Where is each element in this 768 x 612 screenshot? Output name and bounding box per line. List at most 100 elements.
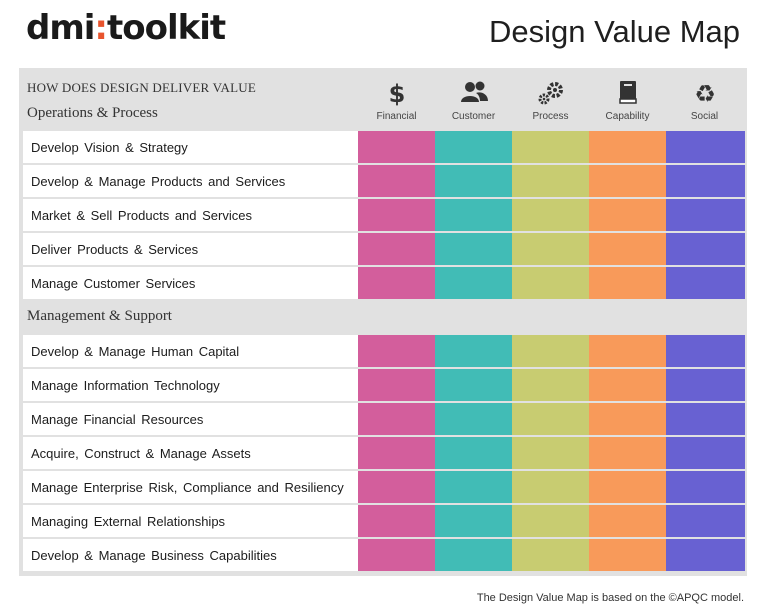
value-cell-social xyxy=(666,233,745,265)
column-label: Capability xyxy=(605,111,650,122)
row-label: Acquire, Construct & Manage Assets xyxy=(23,437,358,469)
table-row: Market & Sell Products and Services xyxy=(23,199,745,231)
column-label: Customer xyxy=(451,111,496,122)
book-icon xyxy=(589,80,666,106)
value-cell-social xyxy=(666,403,745,435)
column-label: Social xyxy=(690,111,719,122)
value-cell-financial xyxy=(358,165,435,197)
table-row: Develop & Manage Business Capabilities xyxy=(23,539,745,571)
value-cell-capability xyxy=(589,505,666,537)
value-cell-capability xyxy=(589,403,666,435)
row-label: Develop & Manage Business Capabilities xyxy=(23,539,358,571)
value-cell-financial xyxy=(358,369,435,401)
value-cell-financial xyxy=(358,233,435,265)
table-row: Develop Vision & Strategy xyxy=(23,131,745,163)
logo-colon: : xyxy=(94,8,108,48)
row-label: Market & Sell Products and Services xyxy=(23,199,358,231)
value-cell-social xyxy=(666,369,745,401)
value-cell-capability xyxy=(589,233,666,265)
value-cell-financial xyxy=(358,199,435,231)
page-title: Design Value Map xyxy=(488,14,740,49)
column-header-financial: $ Financial xyxy=(358,68,435,130)
row-label: Managing External Relationships xyxy=(23,505,358,537)
value-cell-financial xyxy=(358,335,435,367)
logo-right: toolkit xyxy=(107,8,226,48)
value-cell-process xyxy=(512,199,589,231)
value-cell-customer xyxy=(435,505,512,537)
dmi-toolkit-logo: dmi:toolkit xyxy=(26,8,226,48)
people-icon xyxy=(435,80,512,106)
value-cell-capability xyxy=(589,335,666,367)
value-cell-capability xyxy=(589,471,666,503)
section-title-management: Management & Support xyxy=(27,308,172,324)
row-label: Deliver Products & Services xyxy=(23,233,358,265)
column-header-capability: Capability xyxy=(589,68,666,130)
logo-left: dmi xyxy=(26,8,95,48)
value-cell-customer xyxy=(435,165,512,197)
dollar-icon: $ xyxy=(358,80,435,106)
column-label: Financial xyxy=(376,111,417,122)
section-title-operations: Operations & Process xyxy=(27,105,158,121)
value-cell-process xyxy=(512,131,589,163)
value-cell-social xyxy=(666,335,745,367)
value-cell-capability xyxy=(589,165,666,197)
row-label: Manage Enterprise Risk, Compliance and R… xyxy=(23,471,358,503)
table-row: Manage Customer Services xyxy=(23,267,745,299)
header-question: HOW DOES DESIGN DELIVER VALUE xyxy=(27,80,256,95)
value-cell-financial xyxy=(358,505,435,537)
table-row: Acquire, Construct & Manage Assets xyxy=(23,437,745,469)
table-row: Manage Information Technology xyxy=(23,369,745,401)
svg-text:$: $ xyxy=(388,80,405,106)
row-label: Manage Information Technology xyxy=(23,369,358,401)
value-cell-capability xyxy=(589,539,666,571)
value-cell-process xyxy=(512,539,589,571)
value-cell-social xyxy=(666,471,745,503)
value-cell-social xyxy=(666,539,745,571)
footer-note: The Design Value Map is based on the ©AP… xyxy=(476,592,744,604)
value-cell-capability xyxy=(589,131,666,163)
value-cell-capability xyxy=(589,437,666,469)
value-cell-social xyxy=(666,165,745,197)
value-cell-customer xyxy=(435,335,512,367)
value-cell-customer xyxy=(435,403,512,435)
value-cell-customer xyxy=(435,233,512,265)
row-label: Develop Vision & Strategy xyxy=(23,131,358,163)
column-header-process: Process xyxy=(512,68,589,130)
recycle-icon: ♻ xyxy=(666,80,743,106)
value-cell-customer xyxy=(435,199,512,231)
column-label: Process xyxy=(532,111,569,122)
row-label: Develop & Manage Human Capital xyxy=(23,335,358,367)
table-row: Manage Enterprise Risk, Compliance and R… xyxy=(23,471,745,503)
column-header-customer: Customer xyxy=(435,68,512,130)
value-cell-capability xyxy=(589,267,666,299)
value-cell-customer xyxy=(435,131,512,163)
table-row: Manage Financial Resources xyxy=(23,403,745,435)
value-cell-social xyxy=(666,505,745,537)
column-header-social: ♻ Social xyxy=(666,68,743,130)
table-row: Deliver Products & Services xyxy=(23,233,745,265)
value-cell-financial xyxy=(358,403,435,435)
value-cell-process xyxy=(512,335,589,367)
value-cell-process xyxy=(512,267,589,299)
value-cell-customer xyxy=(435,437,512,469)
row-label: Manage Customer Services xyxy=(23,267,358,299)
value-cell-customer xyxy=(435,539,512,571)
value-cell-financial xyxy=(358,471,435,503)
value-cell-process xyxy=(512,471,589,503)
value-cell-process xyxy=(512,369,589,401)
value-cell-customer xyxy=(435,471,512,503)
row-label: Manage Financial Resources xyxy=(23,403,358,435)
svg-text:♻: ♻ xyxy=(694,80,716,106)
value-cell-social xyxy=(666,437,745,469)
value-cell-process xyxy=(512,505,589,537)
table-row: Develop & Manage Products and Services xyxy=(23,165,745,197)
row-label: Develop & Manage Products and Services xyxy=(23,165,358,197)
value-cell-process xyxy=(512,437,589,469)
value-cell-capability xyxy=(589,369,666,401)
value-cell-social xyxy=(666,267,745,299)
value-cell-financial xyxy=(358,539,435,571)
value-cell-social xyxy=(666,199,745,231)
value-cell-process xyxy=(512,403,589,435)
value-cell-financial xyxy=(358,131,435,163)
value-cell-process xyxy=(512,233,589,265)
